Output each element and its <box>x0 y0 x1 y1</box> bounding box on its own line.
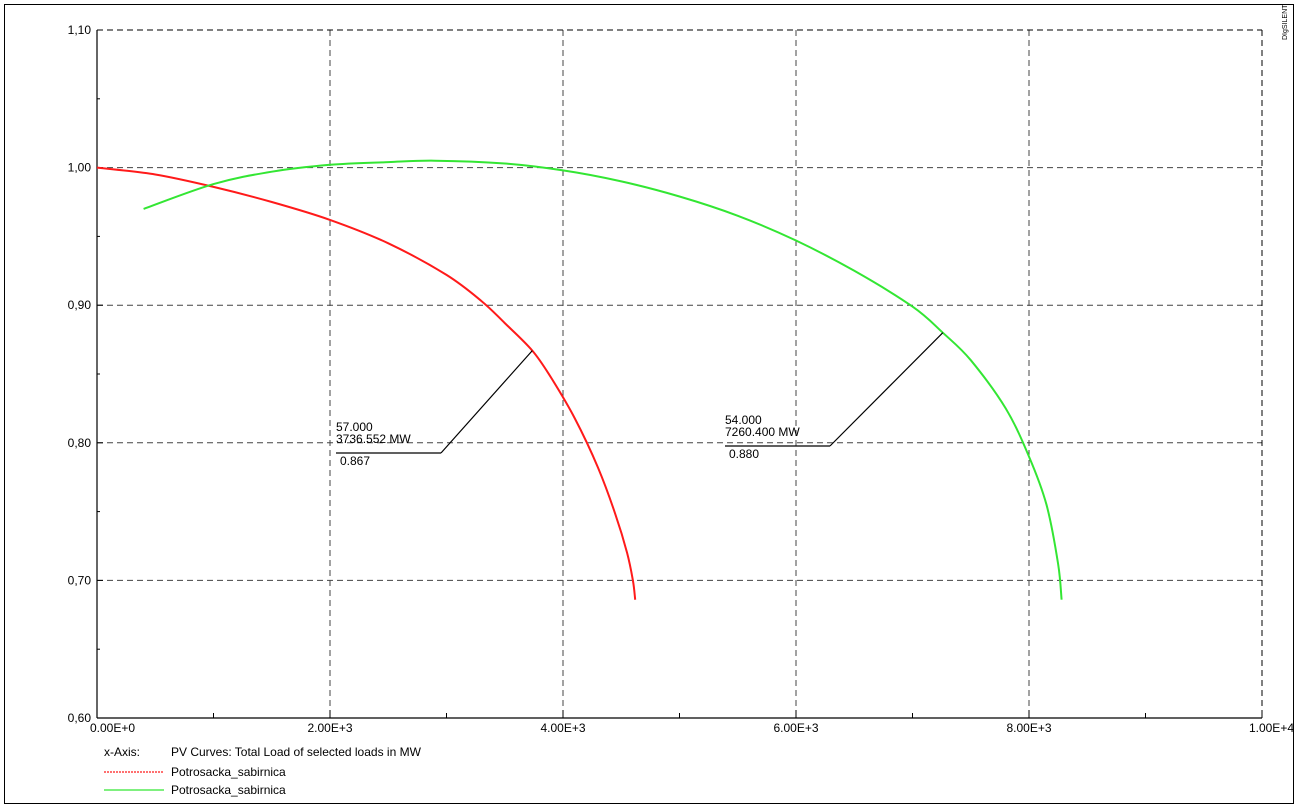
annotation-text: 7260.400 MW <box>725 425 800 439</box>
x-tick-label: 8.00E+3 <box>1006 721 1051 735</box>
annotation-text: 57.000 <box>336 420 373 434</box>
legend-label-series-1: Potrosacka_sabirnica <box>171 765 286 779</box>
legend-label-series-2: Potrosacka_sabirnica <box>171 783 286 797</box>
y-tick-label: 1,00 <box>68 161 92 175</box>
legend-layer: x-Axis: PV Curves: Total Load of selecte… <box>104 745 422 797</box>
x-axis-label: PV Curves: Total Load of selected loads … <box>171 745 422 759</box>
series-layer <box>96 159 1063 600</box>
x-tick-label: 1.00E+4 <box>1249 721 1294 735</box>
x-tick-label: 0.00E+0 <box>90 721 135 735</box>
chart-frame <box>4 4 1294 804</box>
x-axis-prefix: x-Axis: <box>104 745 140 759</box>
branding-label: DIgSILENT <box>1282 4 1289 40</box>
y-tick-label: 1,10 <box>68 23 92 37</box>
y-tick-label: 0,80 <box>68 436 92 450</box>
annotation-leader <box>829 332 944 447</box>
series-line-1 <box>96 166 637 600</box>
x-tick-label: 2.00E+3 <box>307 721 352 735</box>
annotation-text: 3736.552 MW <box>336 432 411 446</box>
x-tick-label: 4.00E+3 <box>540 721 585 735</box>
grid-layer <box>97 29 1263 718</box>
series-line-2 <box>143 159 1063 600</box>
annotation-leader <box>440 350 533 454</box>
y-tick-label: 0,70 <box>68 573 92 587</box>
y-tick-label: 0,60 <box>68 711 92 725</box>
y-tick-label: 0,90 <box>68 298 92 312</box>
axis-layer: 0.00E+0 2.00E+3 4.00E+3 6.00E+3 8.00E+3 1.00E… <box>68 23 1295 735</box>
annotation-text: 54.000 <box>725 413 762 427</box>
annotation-text: 0.867 <box>340 454 370 468</box>
annotation-text: 0.880 <box>729 447 759 461</box>
x-tick-label: 6.00E+3 <box>773 721 818 735</box>
